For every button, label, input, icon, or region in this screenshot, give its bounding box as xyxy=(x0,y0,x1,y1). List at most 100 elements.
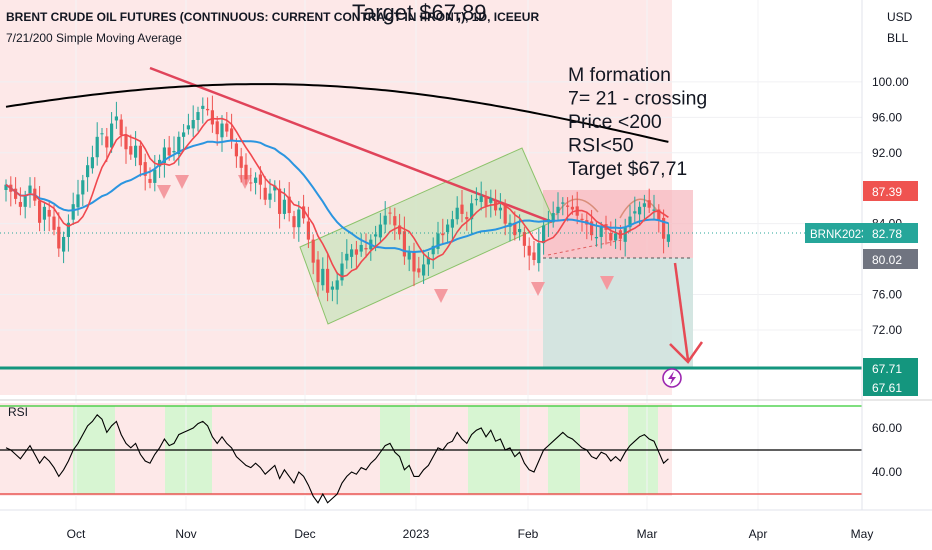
candle xyxy=(657,204,661,233)
candle xyxy=(119,114,123,147)
price-label-target: 67.71 xyxy=(863,358,918,378)
candle xyxy=(450,210,454,243)
candle xyxy=(230,113,234,149)
candle xyxy=(412,242,416,287)
candle xyxy=(100,127,104,146)
rsi-line xyxy=(5,413,669,504)
candle xyxy=(383,201,387,233)
candle xyxy=(532,240,536,266)
symbol-tag-text: BRNK2023 xyxy=(810,229,868,241)
candle xyxy=(225,112,229,137)
candle xyxy=(335,271,339,305)
annotation-line: RSI<50 xyxy=(568,135,634,157)
candle xyxy=(210,95,214,133)
price-label-last-text: 82.78 xyxy=(872,227,902,241)
candle xyxy=(182,123,186,152)
candle xyxy=(441,218,445,244)
candle xyxy=(254,172,258,195)
candle xyxy=(354,240,358,270)
candle xyxy=(561,197,565,216)
candle xyxy=(153,155,157,192)
top-markers xyxy=(157,175,614,303)
top-marker xyxy=(600,276,614,290)
candles xyxy=(4,95,670,305)
candle xyxy=(628,205,632,233)
candle xyxy=(340,252,344,286)
candle xyxy=(71,192,75,225)
x-tick-label: Feb xyxy=(518,527,539,541)
candle xyxy=(446,219,450,244)
ma200-line xyxy=(5,83,669,143)
price-label-target2: 67.61 xyxy=(863,378,918,396)
candle xyxy=(95,122,99,166)
candle xyxy=(90,145,94,174)
indicator-label[interactable]: 7/21/200 Simple Moving Average xyxy=(6,31,182,45)
candle xyxy=(623,218,627,257)
y-tick-label: 72.00 xyxy=(872,323,902,337)
candle xyxy=(652,194,656,220)
candle xyxy=(134,131,138,167)
y-tick-label: 92.00 xyxy=(872,146,902,160)
candle xyxy=(81,174,85,206)
x-tick-label: Nov xyxy=(175,527,196,541)
candle xyxy=(196,106,200,132)
candle xyxy=(647,188,651,214)
candle xyxy=(38,186,42,232)
price-label-target-text: 67.71 xyxy=(872,362,902,376)
candle xyxy=(129,134,133,160)
y-tick-label: 100.00 xyxy=(872,75,909,89)
symbol-tag[interactable]: BRNK2023 xyxy=(805,223,868,243)
candle xyxy=(378,213,382,243)
rsi-axis: 60.00 40.00 xyxy=(872,421,902,479)
y-tick-label: 76.00 xyxy=(872,288,902,302)
candle xyxy=(479,181,483,211)
rsi-label: RSI xyxy=(8,405,28,419)
candle xyxy=(47,201,51,232)
candle xyxy=(62,231,66,264)
price-label-last: 82.78 xyxy=(863,223,918,243)
symbol-title[interactable]: BRENT CRUDE OIL FUTURES (CONTINUOUS: CUR… xyxy=(6,10,539,24)
candle xyxy=(431,237,435,269)
candle xyxy=(345,239,349,269)
candle xyxy=(52,205,56,236)
candle xyxy=(393,207,397,241)
candle xyxy=(666,222,670,248)
candle xyxy=(124,126,128,164)
price-label-high-text: 87.39 xyxy=(872,185,902,199)
candle xyxy=(105,127,109,163)
candle xyxy=(527,237,531,271)
rsi-tick-label: 60.00 xyxy=(872,421,902,435)
top-marker xyxy=(531,282,545,296)
candle xyxy=(4,179,8,202)
candle xyxy=(311,234,315,275)
candle xyxy=(220,115,224,152)
x-tick-label: May xyxy=(851,527,874,541)
candle xyxy=(278,180,282,229)
candle xyxy=(273,180,277,202)
candle xyxy=(407,245,411,272)
candle xyxy=(316,251,320,297)
x-tick-label: Dec xyxy=(294,527,315,541)
candle xyxy=(244,153,248,185)
candle xyxy=(114,101,118,129)
currency-label: USD xyxy=(887,10,913,24)
candle xyxy=(306,206,310,249)
x-tick-label: Apr xyxy=(749,527,768,541)
down-arrow xyxy=(669,262,704,364)
unit-label: BLL xyxy=(887,31,909,45)
flash-icon[interactable] xyxy=(662,368,682,388)
candle xyxy=(28,177,32,208)
candle xyxy=(57,212,61,257)
candle xyxy=(206,97,210,116)
ma7-line xyxy=(5,117,669,278)
candle xyxy=(484,190,488,218)
candle xyxy=(297,201,301,242)
candle xyxy=(417,256,421,278)
candle xyxy=(249,167,253,192)
candle xyxy=(513,211,517,241)
candle xyxy=(86,156,90,192)
ma21-line xyxy=(5,139,669,254)
candle xyxy=(551,201,555,228)
